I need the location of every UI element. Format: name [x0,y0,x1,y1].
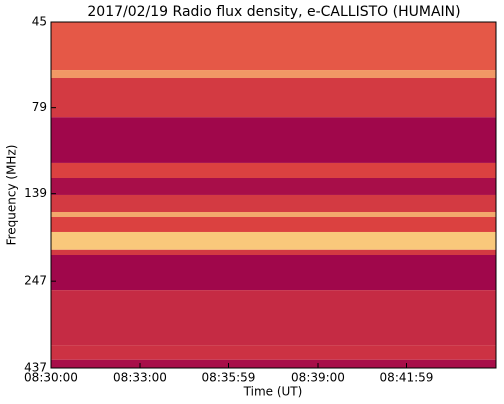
spectrogram-band [51,359,496,368]
spectrogram-band [51,231,496,250]
spectrogram-band [51,162,496,178]
y-tick-label: 139 [24,186,47,200]
y-tick-label: 79 [32,100,47,114]
spectrogram-band [51,211,496,217]
y-axis-label: Frequency (MHz) [5,145,19,246]
spectrogram-band [51,249,496,256]
spectrogram-band [51,345,496,360]
y-tick-label: 45 [32,15,47,29]
spectrogram-band [51,70,496,78]
x-tick-label: 08:41:59 [380,371,434,385]
spectrogram-band [51,22,496,71]
y-tick-label: 247 [24,274,47,288]
x-axis-label: Time (UT) [243,385,303,399]
spectrogram-band [51,194,496,212]
plot-frame [50,21,497,369]
y-tick-label: 437 [24,361,47,375]
spectrogram-band [51,255,496,291]
spectrogram-band [51,290,496,346]
x-tick-label: 08:30:00 [24,371,78,385]
x-tick-label: 08:33:00 [113,371,167,385]
plot-area [51,22,496,368]
spectrogram-band [51,177,496,195]
x-tick-label: 08:39:00 [291,371,345,385]
spectrogram-band [51,117,496,163]
chart-title: 2017/02/19 Radio flux density, e-CALLIST… [87,4,460,20]
spectrogram-band [51,77,496,118]
spectrogram-band [51,216,496,232]
x-tick-label: 08:35:59 [202,371,256,385]
